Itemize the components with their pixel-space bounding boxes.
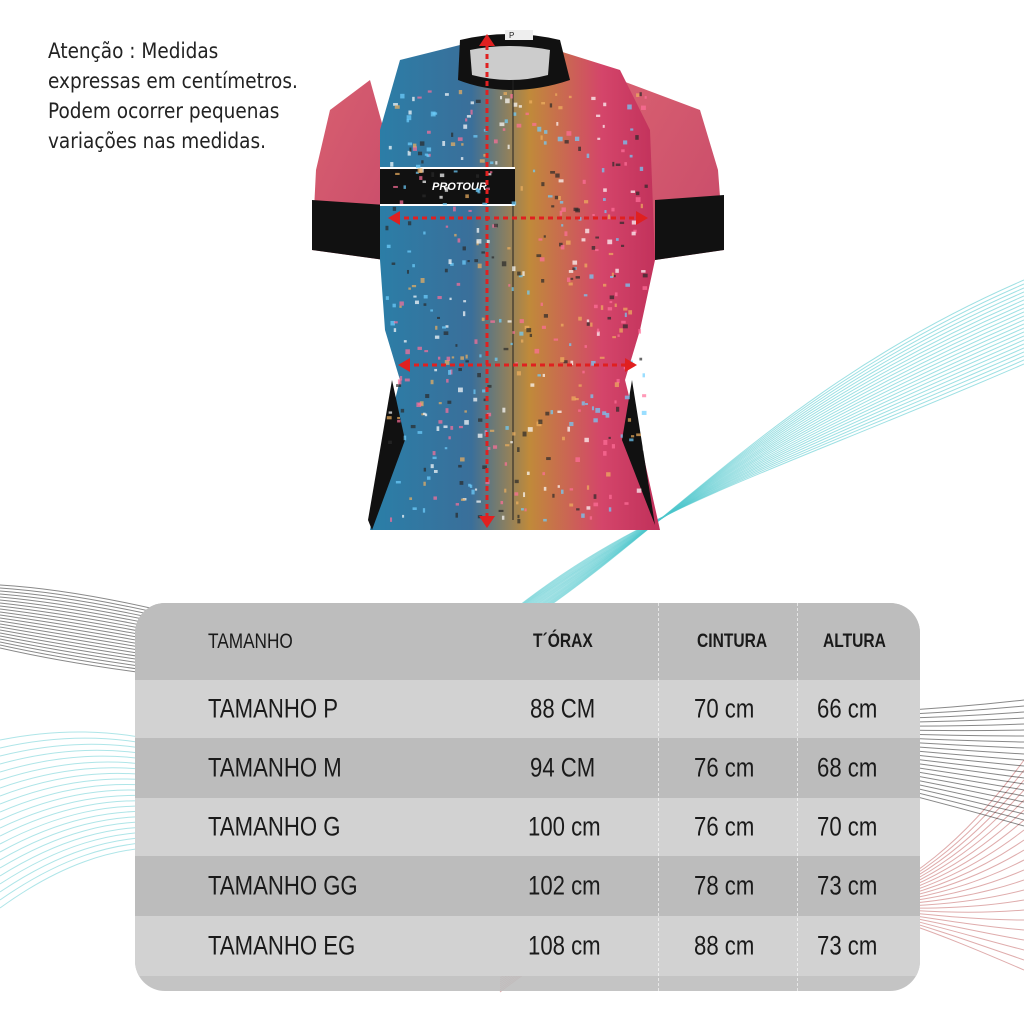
header-torax: T´ÓRAX [533, 630, 593, 652]
table-row: TAMANHO EG 108 cm 88 cm 73 cm [135, 916, 920, 976]
size-cell: TAMANHO GG [208, 870, 358, 901]
table-row: TAMANHO GG 102 cm 78 cm 73 cm [135, 856, 920, 916]
measure-arrows [388, 34, 648, 528]
altura-cell: 73 cm [817, 870, 878, 901]
jersey-image: P PROTOUR [312, 30, 724, 530]
note-line: Atenção : Medidas [48, 39, 219, 63]
torax-cell: 88 CM [530, 693, 596, 724]
torax-cell: 100 cm [528, 811, 601, 842]
note-line: expressas em centímetros. [48, 69, 298, 93]
note-line: variações nas medidas. [48, 129, 266, 153]
cintura-cell: 70 cm [694, 693, 755, 724]
measurement-note: Atenção : Medidas expressas em centímetr… [48, 36, 298, 156]
size-cell: TAMANHO EG [208, 930, 356, 961]
header-altura: ALTURA [823, 630, 886, 652]
table-header: TAMANHO T´ÓRAX CINTURA ALTURA [135, 603, 920, 680]
table-row: TAMANHO M 94 CM 76 cm 68 cm [135, 738, 920, 798]
altura-cell: 66 cm [817, 693, 878, 724]
column-divider [658, 603, 659, 991]
note-line: Podem ocorrer pequenas [48, 99, 280, 123]
column-divider [797, 603, 798, 991]
size-cell: TAMANHO P [208, 693, 338, 724]
altura-cell: 73 cm [817, 930, 878, 961]
torax-cell: 94 CM [530, 752, 596, 783]
size-cell: TAMANHO M [208, 752, 342, 783]
header-size: TAMANHO [208, 629, 293, 653]
torax-cell: 102 cm [528, 870, 601, 901]
cintura-cell: 76 cm [694, 752, 755, 783]
cintura-cell: 76 cm [694, 811, 755, 842]
table-row: TAMANHO P 88 CM 70 cm 66 cm [135, 680, 920, 738]
cintura-cell: 88 cm [694, 930, 755, 961]
header-cintura: CINTURA [697, 630, 768, 652]
jersey-body [370, 45, 660, 530]
altura-cell: 70 cm [817, 811, 878, 842]
size-tag: P [509, 31, 514, 40]
torax-cell: 108 cm [528, 930, 601, 961]
table-row: TAMANHO G 100 cm 76 cm 70 cm [135, 798, 920, 856]
cintura-cell: 78 cm [694, 870, 755, 901]
altura-cell: 68 cm [817, 752, 878, 783]
brand-band [380, 168, 515, 204]
size-cell: TAMANHO G [208, 811, 341, 842]
size-table: TAMANHO T´ÓRAX CINTURA ALTURA TAMANHO P … [135, 603, 920, 991]
